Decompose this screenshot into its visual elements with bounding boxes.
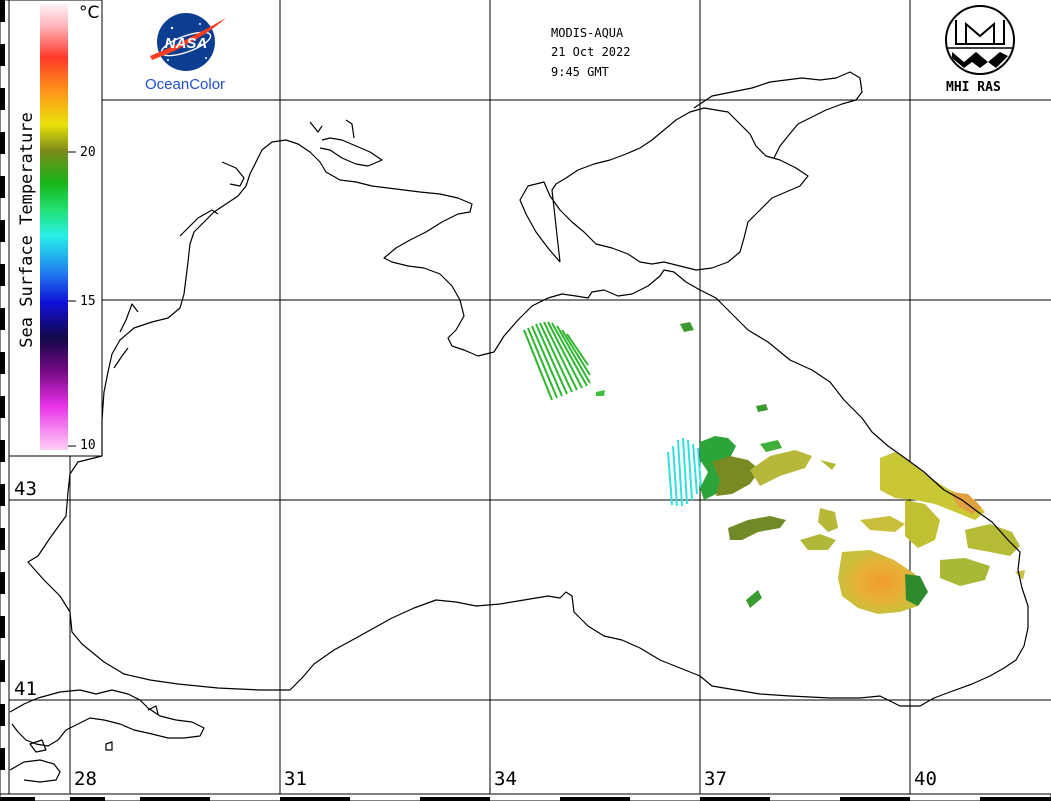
left-scale-bar	[0, 0, 10, 796]
coastline-marmara	[9, 689, 205, 747]
sst-patch-south-central	[728, 516, 786, 540]
lat-label-43: 43	[14, 478, 37, 500]
date-label: 21 Oct 2022	[551, 45, 631, 59]
lon-label-28: 28	[74, 768, 97, 790]
coastline-azov	[519, 107, 809, 271]
coastline	[9, 71, 1029, 783]
mhi-logo	[945, 5, 1015, 75]
legend-title: Sea Surface Temperature	[17, 112, 37, 348]
lat-label-41: 41	[14, 678, 37, 700]
colorbar	[40, 4, 68, 450]
lon-label-31: 31	[284, 768, 307, 790]
coastline-main	[27, 139, 1029, 707]
sst-patches	[523, 321, 1025, 614]
lon-label-40: 40	[914, 768, 937, 790]
lon-label-34: 34	[494, 768, 517, 790]
legend-label-10: 10	[80, 438, 96, 453]
mhi-ras-label: MHI RAS	[946, 80, 1001, 95]
legend-unit: °C	[79, 3, 100, 23]
oceancolor-label: OceanColor	[145, 76, 226, 93]
sst-patch-cyan	[667, 437, 702, 507]
legend	[8, 0, 103, 457]
sst-patch-hotspot	[838, 550, 925, 614]
sensor-label: MODIS-AQUA	[551, 26, 624, 40]
bottom-scale-bar	[0, 793, 1051, 801]
time-label: 9:45 GMT	[551, 65, 609, 79]
lon-label-37: 37	[704, 768, 727, 790]
legend-label-20: 20	[80, 145, 96, 160]
nasa-logo	[150, 13, 226, 71]
legend-label-15: 15	[80, 294, 96, 309]
sst-patch-west	[523, 321, 591, 401]
